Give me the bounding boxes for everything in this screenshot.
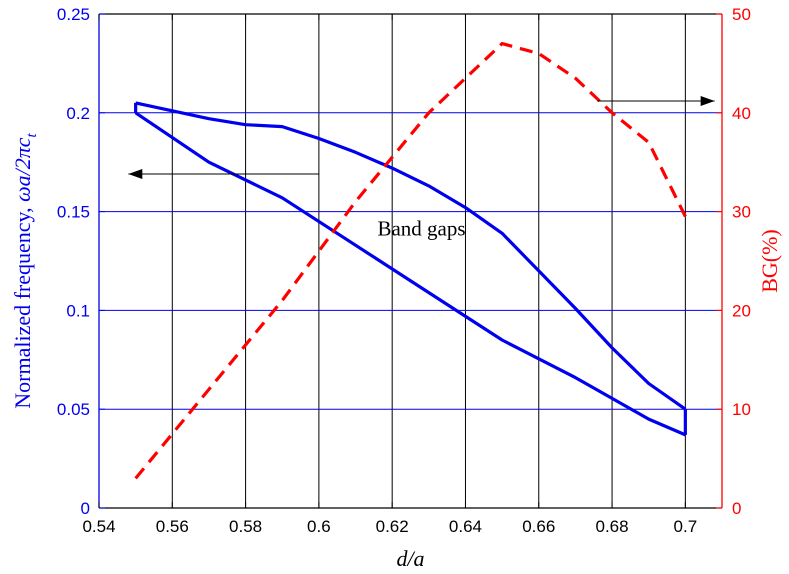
x-tick-label: 0.64 xyxy=(449,517,482,536)
x-tick-label: 0.66 xyxy=(522,517,555,536)
right-tick-label: 30 xyxy=(732,203,751,222)
x-tick-label: 0.58 xyxy=(229,517,262,536)
left-tick-label: 0.2 xyxy=(66,104,90,123)
left-axis-title-text: Normalized frequency, xyxy=(10,202,35,409)
x-axis-title: d/a xyxy=(396,546,424,571)
left-tick-label: 0.05 xyxy=(57,400,90,419)
left-axis-title-subscript: t xyxy=(24,132,40,137)
left-tick-label: 0.1 xyxy=(66,301,90,320)
right-tick-label: 0 xyxy=(732,499,741,518)
right-arrow-icon xyxy=(700,95,715,106)
right-tick-label: 20 xyxy=(732,301,751,320)
band-edge-line-1 xyxy=(135,101,687,411)
bandgap-percent-line xyxy=(134,41,687,480)
right-axis-title: BG(%) xyxy=(757,229,782,293)
right-tick-label: 50 xyxy=(732,5,751,24)
x-tick-label: 0.54 xyxy=(82,517,115,536)
right-tick-label: 40 xyxy=(732,104,751,123)
right-tick-label: 10 xyxy=(732,400,751,419)
x-tick-label: 0.62 xyxy=(376,517,409,536)
x-tick-label: 0.7 xyxy=(674,517,698,536)
left-arrow-icon xyxy=(128,169,143,180)
tick-labels: 0.54 0.56 0.58 0.6 0.62 0.64 0.66 0.68 0.7 0 0.05 0… xyxy=(57,5,751,536)
left-tick-label: 0.25 xyxy=(57,5,90,24)
series-layer xyxy=(134,41,687,480)
x-tick-label: 0.68 xyxy=(596,517,629,536)
x-tick-label: 0.6 xyxy=(307,517,331,536)
band-edge-line-0 xyxy=(134,111,687,437)
x-tick-label: 0.56 xyxy=(156,517,189,536)
left-axis-title-expression: ωa/2πc xyxy=(10,137,35,202)
left-tick-label: 0.15 xyxy=(57,203,90,222)
left-axis-title: Normalized frequency, ωa/2πct xyxy=(10,132,40,408)
axes xyxy=(98,13,723,509)
grid xyxy=(99,14,722,508)
axis-arrows xyxy=(128,95,715,180)
left-tick-label: 0 xyxy=(81,499,90,518)
band-gaps-annotation: Band gaps xyxy=(377,216,465,240)
